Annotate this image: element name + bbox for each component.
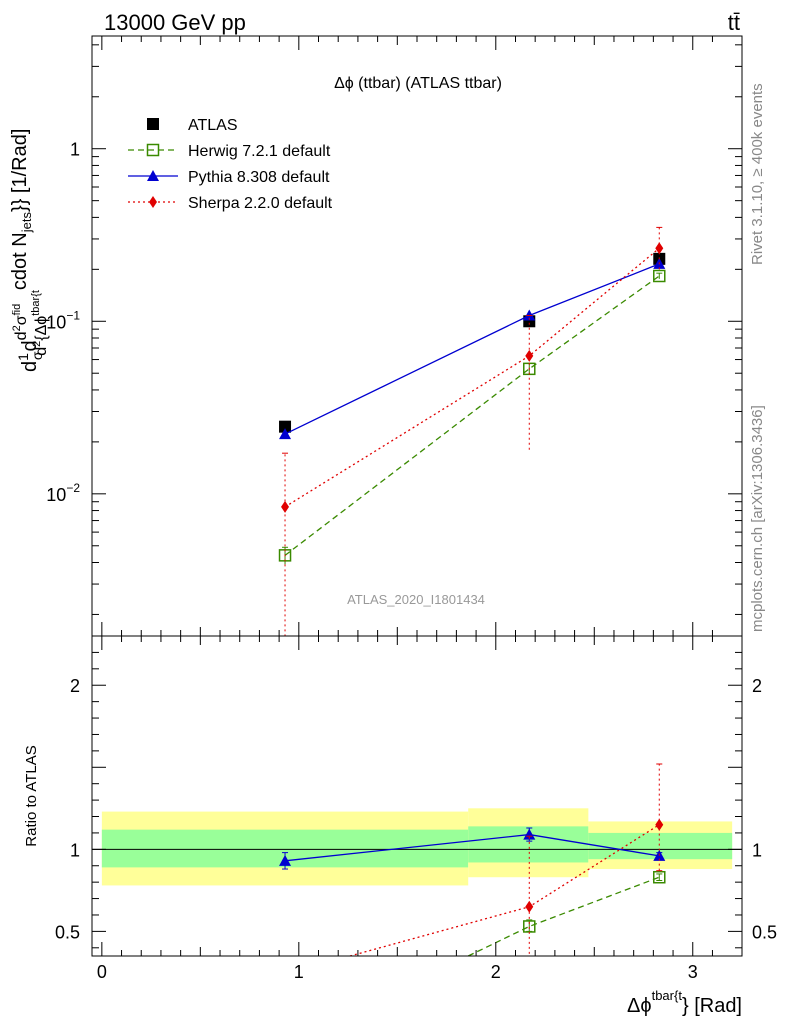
energy-label: 13000 GeV pp [104,10,246,35]
ylabel-frac-den: σ [29,351,45,360]
ratio-point [525,900,534,913]
tick-exp: −1 [66,308,80,322]
ylabel-cdot: cdot N [9,232,31,290]
ratio-point [279,854,292,866]
ratio-y-tick-label-right: 2 [752,676,762,696]
data-point [281,500,290,513]
legend-entry: Sherpa 2.2.0 default [188,195,333,212]
ylabel-num-sup: 2 [11,325,23,331]
ratio-y-axis-label: Ratio to ATLAS [23,745,40,846]
ratio-line-0 [467,876,660,956]
xlabel-sup: tbar{t [652,988,683,1003]
ratio-y-tick-label: 2 [70,676,80,696]
ratio-panel: 0.5 0.5 1 1 2 2 0 1 2 3 Ratio to ATLAS Δϕtbar{t} [R… [23,635,777,1017]
ylabel-num-d: d [13,331,30,340]
main-y-tick-label: 10−1 [46,308,80,332]
data-point [653,269,666,283]
ylabel-frac-num: 1 [15,353,31,361]
xlabel-tail: } [Rad] [682,995,742,1017]
analysis-watermark: ATLAS_2020_I1801434 [347,592,485,607]
ratio-data [92,763,742,956]
legend-entry: Pythia 8.308 default [188,169,330,186]
chart-title: Δϕ (ttbar) (ATLAS ttbar) [334,75,502,92]
ylabel-den-rest: {Δϕ [33,316,50,341]
ratio-point [523,828,536,840]
tick-base: 10 [46,485,66,505]
main-y-tick-label: 1 [70,140,80,160]
ylabel-d2: d [19,340,41,351]
main-y-tick-label: 10−2 [46,481,80,505]
tick-base: 10 [46,312,66,332]
legend-marker [147,170,159,181]
series-line-3 [284,247,660,508]
x-axis-label: Δϕtbar{t} [Rad] [627,988,742,1017]
xlabel-base: Δϕ [627,995,652,1017]
ylabel-sigma: σ [13,315,30,325]
tick-base: 1 [70,140,80,160]
legend-marker [149,196,157,208]
ratio-point [653,870,666,884]
ratio-y-tick-label: 0.5 [55,922,80,942]
y-axis-label: d1σdd2σfidd2{Δϕtbar{tcdot Njets}} [1/Rad… [9,129,50,372]
ratio-y-tick-label: 1 [70,840,80,860]
ylabel-tail: }} [1/Rad] [9,129,31,212]
legend-entry: Herwig 7.2.1 default [188,143,331,160]
data-point [525,349,534,362]
data-point [279,420,292,433]
process-label: tt̄ [728,10,740,35]
ylabel-tbar: tbar{t [30,290,42,316]
x-tick-label: 2 [491,962,501,982]
data-point [655,242,664,255]
ylabel-fid: fid [11,304,23,316]
legend-marker [147,118,159,130]
ratio-y-tick-label-right: 0.5 [752,922,777,942]
main-data [278,226,666,636]
data-point [279,428,292,440]
ylabel-jets: jets [19,212,34,234]
ylabel-den-d: d [33,347,50,356]
legend-marker [146,143,160,157]
rivet-label: Rivet 3.1.10, ≥ 400k events [749,83,766,265]
series-line-1 [284,275,660,556]
x-tick-label: 3 [688,962,698,982]
main-panel: Δϕ (ttbar) (ATLAS ttbar) ATLAS_2020_I1801… [9,35,743,637]
x-tick-label: 0 [97,962,107,982]
mcplots-label: mcplots.cern.ch [arXiv:1306.3436] [749,405,766,632]
x-tick-label: 1 [294,962,304,982]
series-line-2 [284,263,660,435]
ratio-point [655,818,664,831]
legend-entry: ATLAS [188,117,238,134]
ratio-frame [91,635,743,957]
tick-exp: −2 [66,481,80,495]
ylabel-d1: d [19,361,41,372]
ylabel-den-sup: 2 [31,341,43,347]
ratio-y-tick-label-right: 1 [752,840,762,860]
